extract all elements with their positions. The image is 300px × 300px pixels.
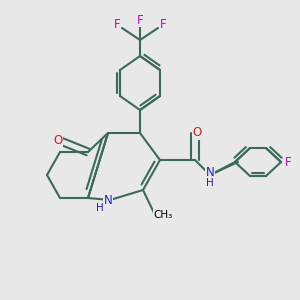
Text: H: H	[206, 178, 214, 188]
Text: CH₃: CH₃	[153, 210, 172, 220]
Text: F: F	[285, 155, 291, 169]
Text: N: N	[103, 194, 112, 206]
Text: F: F	[114, 19, 120, 32]
Text: F: F	[160, 19, 166, 32]
Text: H: H	[96, 203, 104, 213]
Text: F: F	[137, 14, 143, 26]
Text: O: O	[53, 134, 63, 146]
Text: O: O	[192, 127, 202, 140]
Text: N: N	[206, 166, 214, 178]
